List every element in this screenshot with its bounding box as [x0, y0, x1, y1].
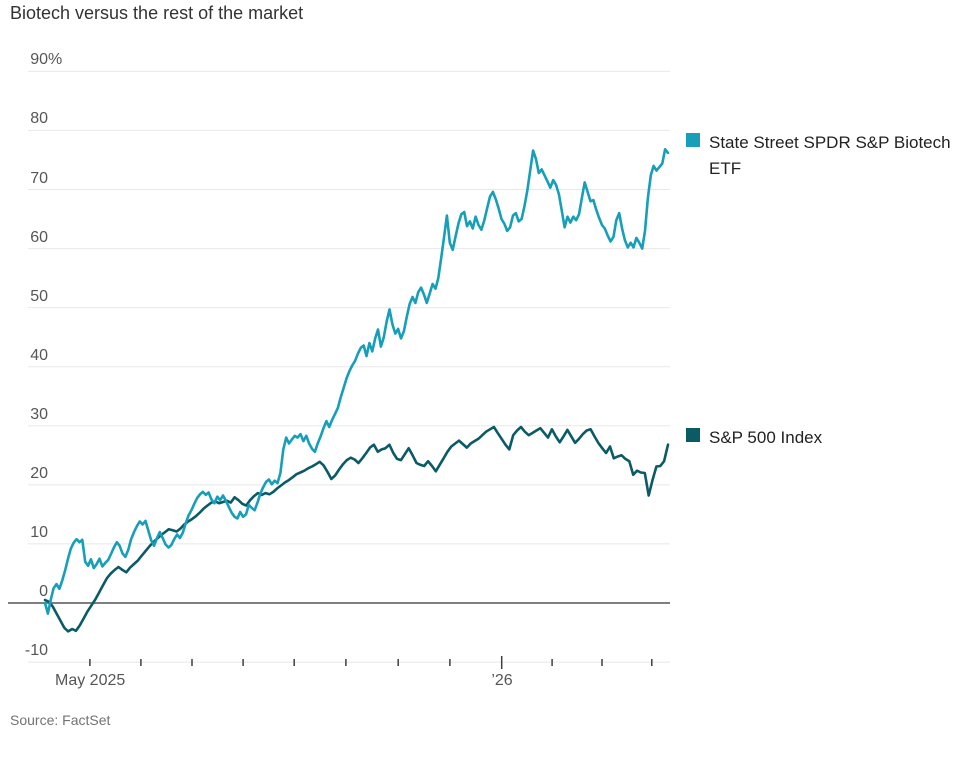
y-axis-label: 30: [0, 405, 48, 424]
y-axis-label-value: 60: [30, 229, 48, 246]
y-axis-label-value: 80: [30, 110, 48, 127]
y-axis-label: 90%: [0, 50, 62, 69]
legend-swatch-sp500-icon: [686, 428, 700, 442]
y-axis-label-value: 50: [30, 288, 48, 305]
legend-label-biotech-etf: State Street SPDR S&P Biotech ETF: [709, 133, 951, 178]
y-axis-label: 0: [0, 582, 48, 601]
x-axis-label: May 2025: [55, 672, 126, 689]
series-line-biotech-etf: [43, 148, 670, 615]
y-axis-label: -10: [0, 641, 48, 660]
y-axis-label: 60: [0, 228, 48, 247]
x-axis-label: ’26: [491, 672, 513, 689]
source-note: Source: FactSet: [10, 712, 111, 728]
y-axis-label: 80: [0, 109, 48, 128]
y-axis-label-value: 30: [30, 406, 48, 423]
y-axis-label: 10: [0, 523, 48, 542]
y-axis-label: 40: [0, 346, 48, 365]
y-axis-unit-suffix: %: [48, 51, 63, 68]
legend-item-sp500: S&P 500 Index: [686, 425, 958, 451]
y-axis-label-value: 0: [39, 583, 48, 600]
y-axis-label-value: 90: [30, 51, 48, 68]
y-axis-label-value: -10: [24, 642, 48, 659]
y-axis-label-value: 40: [30, 347, 48, 364]
legend-item-biotech-etf: State Street SPDR S&P Biotech ETF: [686, 130, 958, 182]
y-axis-label-value: 10: [30, 524, 48, 541]
legend-label-sp500: S&P 500 Index: [709, 428, 823, 447]
y-axis-label-value: 20: [30, 465, 48, 482]
series-line-sp500: [43, 425, 670, 633]
y-axis-label: 50: [0, 287, 48, 306]
y-axis-label: 70: [0, 169, 48, 188]
legend-swatch-biotech-etf-icon: [686, 133, 700, 147]
y-axis-label: 20: [0, 464, 48, 483]
chart-title: Biotech versus the rest of the market: [10, 3, 304, 23]
y-axis-label-value: 70: [30, 170, 48, 187]
